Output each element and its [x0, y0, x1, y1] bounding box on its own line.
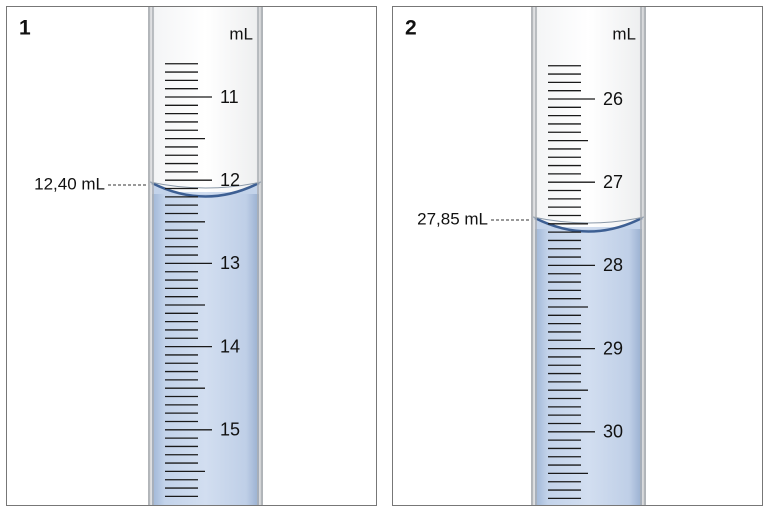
scale-label: 26: [603, 89, 623, 109]
scale-label: 13: [220, 253, 240, 273]
scale-label: 28: [603, 255, 623, 275]
unit-label: mL: [229, 24, 253, 43]
scale-label: 12: [220, 170, 240, 190]
meniscus-top: [149, 181, 262, 189]
reading-label: 27,85 mL: [417, 209, 488, 228]
liquid: [152, 192, 259, 505]
meniscus-line: [534, 216, 643, 233]
scale-label: 14: [220, 336, 240, 356]
scale-label: 29: [603, 338, 623, 358]
panel-number: 1: [19, 17, 31, 40]
meniscus-line: [151, 181, 260, 198]
scale-label: 30: [603, 422, 623, 442]
meniscus-top: [532, 216, 645, 224]
reading-label: 12,40 mL: [34, 174, 105, 193]
unit-label: mL: [612, 24, 636, 43]
panel-number: 2: [405, 17, 417, 40]
scale-label: 15: [220, 420, 240, 440]
scale-label: 11: [220, 87, 239, 107]
scale-label: 27: [603, 172, 623, 192]
liquid: [535, 227, 642, 505]
